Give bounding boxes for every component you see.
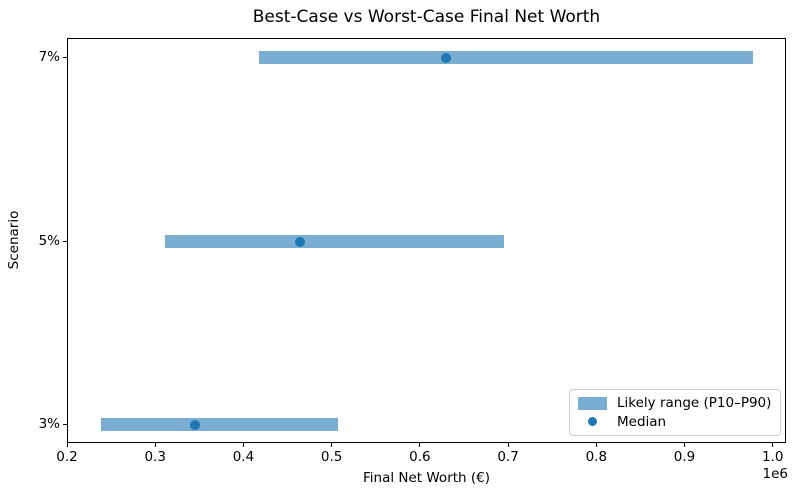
x-tick <box>684 443 686 447</box>
x-tick <box>772 443 774 447</box>
plot-area <box>67 38 786 443</box>
legend-item-range: Likely range (P10–P90) <box>578 394 772 413</box>
legend-range-patch-icon <box>578 396 607 410</box>
x-tick <box>242 443 244 447</box>
range-bar <box>258 51 754 64</box>
y-tick-label: 5% <box>38 232 60 249</box>
x-tick-label: 0.2 <box>56 449 78 465</box>
x-tick-label: 0.6 <box>409 449 431 465</box>
legend-range-label: Likely range (P10–P90) <box>617 395 772 412</box>
legend-range-swatch-box <box>578 396 608 410</box>
x-tick <box>419 443 421 447</box>
x-tick-label: 0.4 <box>232 449 255 465</box>
x-axis-offset-label: 1e6 <box>762 466 788 482</box>
x-tick <box>66 443 68 447</box>
x-tick-label: 1.0 <box>762 449 784 465</box>
x-tick <box>507 443 509 447</box>
y-tick-label: 7% <box>38 49 60 65</box>
median-dot <box>190 420 201 430</box>
legend-median-swatch-box <box>578 417 608 427</box>
x-tick <box>595 443 597 447</box>
y-tick-label: 3% <box>38 416 60 432</box>
x-axis-label: Final Net Worth (€) <box>362 470 491 486</box>
range-bar <box>100 418 338 431</box>
legend-median-label: Median <box>617 413 667 430</box>
chart-title: Best-Case vs Worst-Case Final Net Worth <box>252 7 601 27</box>
legend-median-dot-icon <box>588 417 597 427</box>
x-tick-label: 0.7 <box>497 449 519 465</box>
y-tick <box>63 424 67 425</box>
y-axis-label: Scenario <box>6 210 22 270</box>
range-bar <box>165 234 504 248</box>
median-dot <box>295 236 306 247</box>
x-tick-label: 0.9 <box>673 449 696 465</box>
x-tick <box>331 443 333 447</box>
x-tick <box>154 443 156 447</box>
legend: Likely range (P10–P90) Median <box>569 389 781 436</box>
y-tick <box>63 240 67 242</box>
y-tick <box>63 57 67 58</box>
legend-item-median: Median <box>578 413 772 432</box>
x-tick-label: 0.5 <box>320 449 343 465</box>
median-dot <box>441 53 452 63</box>
x-tick-label: 0.8 <box>585 449 608 465</box>
x-tick-label: 0.3 <box>144 449 166 465</box>
